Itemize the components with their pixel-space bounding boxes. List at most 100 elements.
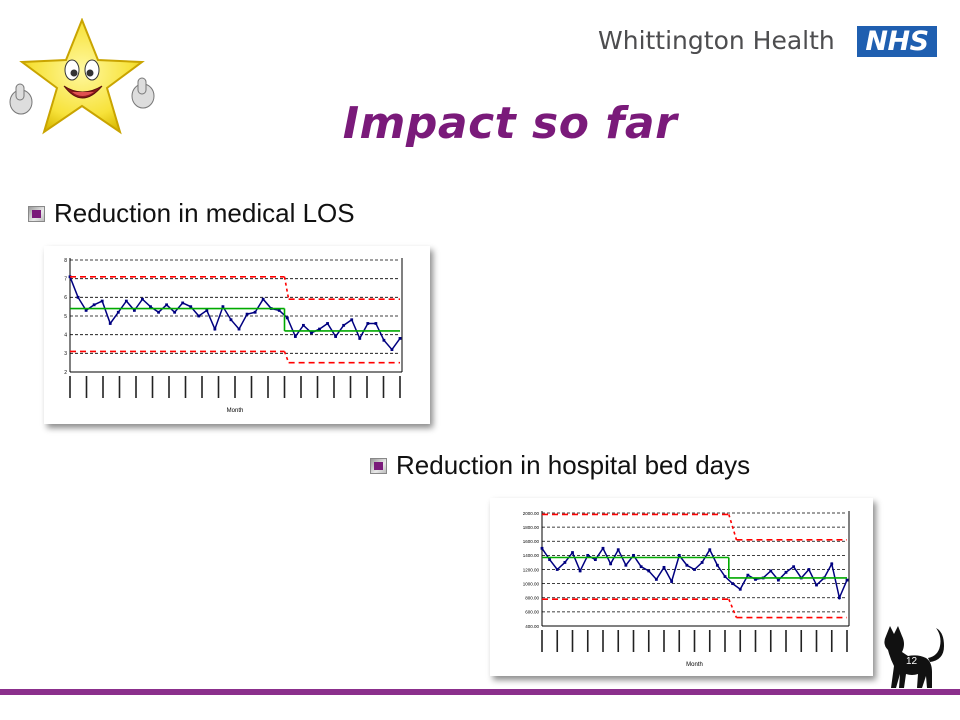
- data-point: [776, 578, 780, 582]
- x-tick-label: [556, 630, 559, 652]
- data-point: [784, 570, 788, 574]
- x-tick-label: [693, 630, 696, 652]
- y-tick-label: 600.00: [525, 610, 539, 615]
- data-point: [326, 322, 329, 325]
- y-tick-label: 8: [64, 258, 67, 264]
- y-tick-label: 5: [64, 314, 67, 320]
- data-point: [769, 569, 773, 573]
- x-tick-label: [300, 376, 302, 398]
- data-point: [548, 558, 552, 562]
- y-tick-label: 6: [64, 295, 67, 301]
- data-point: [609, 562, 613, 566]
- data-point: [738, 587, 742, 591]
- y-tick-label: 3: [64, 351, 67, 357]
- data-point: [92, 303, 96, 307]
- data-point: [571, 551, 574, 554]
- data-point: [173, 310, 177, 314]
- x-tick-label: [184, 376, 187, 398]
- slide-title: Impact so far: [342, 98, 678, 149]
- data-point: [124, 299, 128, 303]
- data-point: [181, 301, 185, 305]
- y-tick-label: 1200.00: [523, 567, 540, 572]
- data-point: [213, 327, 217, 331]
- x-tick-label: [663, 630, 665, 652]
- x-tick-label: [739, 630, 742, 652]
- data-point: [845, 578, 849, 582]
- x-tick-label: [349, 376, 352, 398]
- x-tick-label: [602, 630, 604, 652]
- data-point: [647, 569, 651, 573]
- data-point: [205, 309, 209, 312]
- bed-days-chart-svg: 400.00 600.00 800.00 1000.00 1200.00 1400.00 1…: [523, 511, 850, 668]
- x-tick-label: [250, 376, 253, 398]
- data-point: [685, 563, 689, 567]
- data-point: [245, 312, 249, 316]
- page-number: 12: [906, 656, 918, 667]
- data-point: [310, 331, 313, 335]
- data-point: [157, 310, 160, 314]
- x-tick-label: [201, 376, 203, 398]
- x-tick-label: [217, 376, 220, 398]
- y-tick-label: 1800.00: [523, 525, 540, 530]
- data-point: [141, 297, 144, 301]
- x-tick-label: [586, 630, 589, 652]
- data-point: [624, 563, 628, 567]
- data-point: [815, 583, 818, 587]
- chart-bed-days: 400.00 600.00 800.00 1000.00 1200.00 1400.00 1…: [490, 498, 873, 676]
- y-tick-label: 800.00: [525, 596, 539, 601]
- x-tick-label: [267, 376, 269, 398]
- data-point: [708, 548, 712, 552]
- data-point: [754, 577, 757, 581]
- data-point: [197, 314, 201, 318]
- data-point: [807, 568, 811, 571]
- data-point: [639, 565, 643, 569]
- organisation-name: Whittington Health: [598, 26, 835, 55]
- chart-los: 2 3 4 5 6 7 8 Month: [44, 246, 430, 424]
- nhs-logo: NHS: [857, 26, 937, 57]
- x-tick-label: [571, 630, 574, 652]
- upper-limit-step: [283, 276, 290, 300]
- x-tick-label: [399, 376, 401, 398]
- data-point: [670, 580, 674, 583]
- data-point: [662, 565, 666, 569]
- data-point: [261, 297, 265, 301]
- x-tick-label: [800, 630, 803, 652]
- data-point: [382, 338, 386, 342]
- data-point: [84, 309, 88, 312]
- data-point: [700, 561, 704, 564]
- star-mascot-icon: [6, 17, 156, 145]
- data-point: [616, 548, 620, 552]
- data-point: [116, 310, 120, 314]
- y-tick-label: 1000.00: [523, 581, 540, 586]
- data-point: [350, 318, 354, 322]
- data-point: [792, 565, 796, 569]
- x-tick-label: [632, 630, 635, 652]
- y-tick-label: 2000.00: [523, 511, 540, 516]
- data-point: [132, 309, 136, 312]
- data-point: [731, 582, 735, 586]
- y-tick-label: 1600.00: [523, 539, 540, 544]
- data-point: [563, 561, 567, 564]
- x-tick-label: [118, 376, 121, 398]
- data-point: [578, 569, 582, 573]
- x-tick-label: [541, 630, 543, 652]
- data-point: [285, 316, 289, 320]
- x-axis-label: Month: [227, 408, 244, 414]
- bullet-text: Reduction in medical LOS: [54, 198, 355, 228]
- x-tick-label: [316, 376, 319, 398]
- y-tick-label: 7: [64, 276, 67, 282]
- data-point: [366, 322, 370, 325]
- data-point: [540, 546, 544, 550]
- data-point: [165, 303, 168, 307]
- x-tick-label: [846, 630, 848, 652]
- data-point: [237, 327, 241, 331]
- data-point: [677, 553, 681, 557]
- data-point: [221, 305, 225, 309]
- data-point: [108, 322, 112, 325]
- x-tick-label: [234, 376, 236, 398]
- bullet-text: Reduction in hospital bed days: [396, 450, 751, 480]
- data-point: [334, 335, 338, 338]
- x-tick-label: [708, 630, 711, 652]
- bullet-item: Reduction in medical LOS: [28, 198, 355, 229]
- lower-limit-step: [283, 351, 290, 363]
